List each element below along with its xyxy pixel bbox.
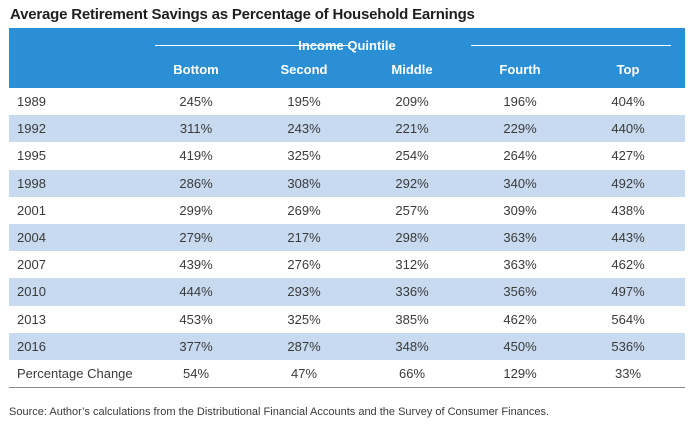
savings-table: Income Quintile Bottom Second Middle Fourth… (9, 28, 685, 389)
table-cell: 264% (503, 148, 537, 164)
table-cell: 279% (179, 229, 213, 245)
group-line-left (155, 45, 351, 46)
table-cell: 325% (287, 311, 321, 327)
table-row: 2004 279% 217% 298% 363% 443% (9, 223, 685, 252)
row-label: 1989 (17, 94, 46, 109)
table-cell: 311% (179, 121, 213, 137)
table-cell: 325% (287, 148, 321, 164)
table-body: 1989 245% 195% 209% 196% 404% 1992 311% 243% 221%… (9, 88, 685, 387)
table-cell: 336% (395, 284, 429, 300)
table-cell: 299% (179, 202, 213, 218)
table-row: 2001 299% 269% 257% 309% 438% (9, 197, 685, 224)
row-label: 1992 (17, 121, 46, 137)
table-cell: 217% (287, 229, 321, 245)
table-cell: 276% (287, 257, 321, 273)
table-cell: 229% (503, 121, 537, 137)
table-cell: 195% (287, 94, 321, 109)
table-cell: 287% (287, 338, 321, 354)
table-cell: 536% (611, 338, 645, 354)
table-cell: 564% (611, 311, 645, 327)
table-cell: 444% (179, 284, 213, 300)
table-cell: 443% (611, 229, 645, 245)
row-label: 1998 (17, 175, 46, 191)
table-cell: 492% (611, 175, 645, 191)
table-row: 2007 439% 276% 312% 363% 462% (9, 251, 685, 278)
row-label: 2001 (17, 202, 46, 218)
group-line-right (471, 45, 671, 46)
table-cell: 462% (611, 257, 645, 273)
table-cell: 363% (503, 229, 537, 245)
table-cell: 439% (179, 257, 213, 273)
row-label: 2010 (17, 284, 46, 300)
table-cell: 245% (179, 94, 213, 109)
table-cell: 440% (611, 121, 645, 137)
column-header-second: Second (280, 62, 328, 77)
table-cell: 221% (395, 121, 429, 137)
table-cell: 312% (395, 257, 429, 273)
table-cell: 404% (611, 94, 645, 109)
table-cell: 356% (503, 284, 537, 300)
table-row: 1992 311% 243% 221% 229% 440% (9, 115, 685, 143)
source-note: Source: Author’s calculations from the D… (9, 406, 550, 418)
table-row: Percentage Change 54% 47% 66% 129% 33% (9, 360, 685, 387)
column-header-fourth: Fourth (499, 62, 541, 77)
table-cell: 257% (395, 202, 429, 218)
column-header-bottom: Bottom (173, 62, 219, 77)
column-headers: Bottom Second Middle Fourth Top (9, 62, 685, 82)
table-title: Average Retirement Savings as Percentage… (10, 6, 475, 23)
table-cell: 308% (287, 175, 321, 191)
table-bottom-rule (9, 387, 685, 389)
table-cell: 453% (179, 311, 213, 327)
table-cell: 47% (290, 365, 318, 381)
table-cell: 254% (395, 148, 429, 164)
table-cell: 209% (395, 94, 429, 109)
table-cell: 348% (395, 338, 429, 354)
table-cell: 462% (503, 311, 537, 327)
table-cell: 269% (287, 202, 321, 218)
row-label: 2004 (17, 229, 46, 245)
table-cell: 438% (611, 202, 645, 218)
column-header-top: Top (616, 62, 640, 77)
table-cell: 427% (611, 148, 645, 164)
table-row: 1989 245% 195% 209% 196% 404% (9, 88, 685, 115)
table-cell: 363% (503, 257, 537, 273)
table-cell: 385% (395, 311, 429, 327)
table-cell: 33% (614, 365, 642, 381)
column-header-middle: Middle (391, 62, 433, 77)
table-header: Income Quintile Bottom Second Middle Fourth… (9, 28, 685, 88)
table-cell: 54% (182, 365, 210, 381)
table-cell: 196% (503, 94, 537, 109)
table-cell: 309% (503, 202, 537, 218)
table-cell: 450% (503, 338, 537, 354)
table-cell: 497% (611, 284, 645, 300)
table-row: 1998 286% 308% 292% 340% 492% (9, 169, 685, 197)
table-cell: 66% (398, 365, 426, 381)
row-label: 2013 (17, 311, 46, 327)
table-cell: 292% (395, 175, 429, 191)
table-row: 1995 419% 325% 254% 264% 427% (9, 142, 685, 169)
table-row: 2013 453% 325% 385% 462% 564% (9, 306, 685, 333)
row-label: 1995 (17, 148, 46, 164)
table-row: 2016 377% 287% 348% 450% 536% (9, 332, 685, 360)
table-cell: 340% (503, 175, 537, 191)
table-cell: 243% (287, 121, 321, 137)
row-label: 2007 (17, 257, 46, 273)
row-label: 2016 (17, 338, 46, 354)
table-cell: 129% (503, 365, 537, 381)
table-cell: 286% (179, 175, 213, 191)
table-cell: 293% (287, 284, 321, 300)
table-cell: 419% (179, 148, 213, 164)
group-header-label: Income Quintile (298, 38, 396, 53)
table-row: 2010 444% 293% 336% 356% 497% (9, 278, 685, 306)
table-cell: 298% (395, 229, 429, 245)
row-label: Percentage Change (17, 365, 133, 381)
table-cell: 377% (179, 338, 213, 354)
